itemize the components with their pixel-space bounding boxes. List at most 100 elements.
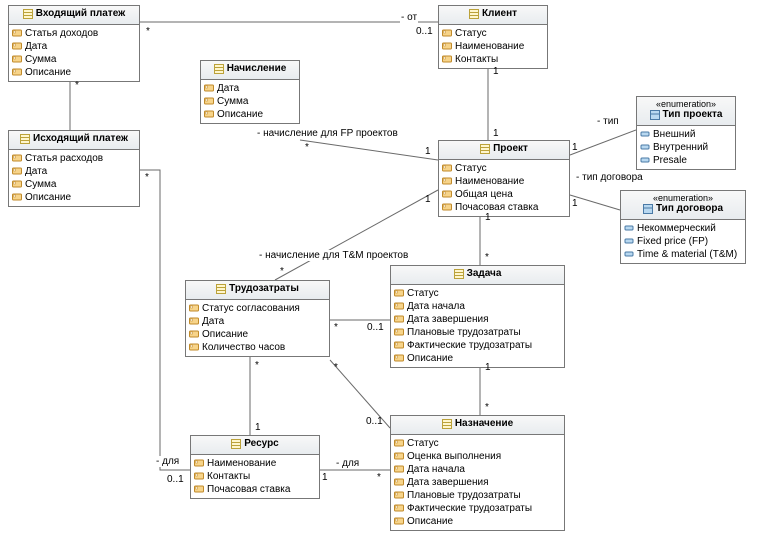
class-body: Наименование Контакты Почасовая ставка <box>191 455 319 498</box>
attribute-label: Фактические трудозатраты <box>407 340 532 351</box>
class-body: НекоммерческийFixed price (FP) Time & mat… <box>621 220 745 263</box>
attribute-label: Внутренний <box>653 142 708 153</box>
attribute: Наименование <box>442 175 566 188</box>
class-title-text: Ресурс <box>244 438 279 449</box>
edge-label: - начисление для T&M проектов <box>258 250 409 261</box>
stereotype-label: «enumeration» <box>625 193 741 203</box>
edge-label: - для <box>155 456 180 467</box>
attribute-label: Контакты <box>207 471 250 482</box>
multiplicity: 1 <box>485 362 491 373</box>
attribute: Описание <box>204 108 296 121</box>
attribute-label: Дата завершения <box>407 477 489 488</box>
attribute: Фактические трудозатраты <box>394 502 561 515</box>
enum-literal: Fixed price (FP) <box>624 235 742 248</box>
attribute-label: Статья доходов <box>25 28 98 39</box>
attribute: Дата <box>12 40 136 53</box>
class-title: Исходящий платеж <box>9 131 139 150</box>
attribute-label: Дата <box>217 83 239 94</box>
multiplicity: 1 <box>493 128 499 139</box>
attribute-label: Статус <box>455 28 487 39</box>
multiplicity: 0..1 <box>366 416 383 427</box>
attribute-label: Описание <box>202 329 248 340</box>
class-body: СтатусНаименованиеКонтакты <box>439 25 547 68</box>
attribute-label: Time & material (T&M) <box>637 249 737 260</box>
multiplicity: 1 <box>493 66 499 77</box>
attribute-label: Почасовая ставка <box>207 484 290 495</box>
attribute-label: Статус <box>455 163 487 174</box>
class-title: Начисление <box>201 61 299 80</box>
attribute-label: Сумма <box>217 96 248 107</box>
association-edge <box>570 130 636 155</box>
class-outgoing: Исходящий платежСтатья расходовДатаСумма… <box>8 130 140 207</box>
attribute: Почасовая ставка <box>442 201 566 214</box>
multiplicity: * <box>255 360 259 371</box>
attribute-label: Дата <box>202 316 224 327</box>
multiplicity: * <box>334 362 338 373</box>
class-title-text: Тип проекта <box>663 109 723 120</box>
class-title: Клиент <box>439 6 547 25</box>
class-body: Статья доходов ДатаСуммаОписание <box>9 25 139 81</box>
class-title: Задача <box>391 266 564 285</box>
attribute-label: Сумма <box>25 179 56 190</box>
attribute-label: Внешний <box>653 129 695 140</box>
class-accrual: Начисление Дата СуммаОписание <box>200 60 300 124</box>
attribute: Описание <box>394 352 561 365</box>
stereotype-label: «enumeration» <box>641 99 731 109</box>
attribute: Статус <box>442 27 544 40</box>
enum-literal: Некоммерческий <box>624 222 742 235</box>
class-body: Статус согласованияДата ОписаниеКоличеств… <box>186 300 329 356</box>
class-body: Дата СуммаОписание <box>201 80 299 123</box>
attribute-label: Описание <box>25 192 71 203</box>
attribute-label: Дата <box>25 166 47 177</box>
edge-label: - от <box>400 12 418 23</box>
class-body: Внешний ВнутреннийPresale <box>637 126 735 169</box>
edge-label: - начисление для FP проектов <box>256 128 399 139</box>
attribute: Статус <box>442 162 566 175</box>
attribute-label: Описание <box>25 67 71 78</box>
class-project_type: «enumeration»Тип проекта Внешний Внутренни… <box>636 96 736 170</box>
attribute: Сумма <box>204 95 296 108</box>
attribute-label: Наименование <box>207 458 276 469</box>
multiplicity: 1 <box>425 194 431 205</box>
multiplicity: * <box>145 172 149 183</box>
class-incoming: Входящий платеж Статья доходов ДатаСуммаОп… <box>8 5 140 82</box>
class-title: «enumeration»Тип проекта <box>637 97 735 126</box>
multiplicity: * <box>305 142 309 153</box>
class-title: Ресурс <box>191 436 319 455</box>
class-title-text: Проект <box>493 143 528 154</box>
class-title-text: Исходящий платеж <box>33 133 128 144</box>
multiplicity: 0..1 <box>367 322 384 333</box>
class-project: ПроектСтатусНаименованиеОбщая ценаПочасо… <box>438 140 570 217</box>
attribute: Статья доходов <box>12 27 136 40</box>
multiplicity: 0..1 <box>167 474 184 485</box>
attribute: Плановые трудозатраты <box>394 326 561 339</box>
multiplicity: * <box>485 402 489 413</box>
attribute-label: Дата <box>25 41 47 52</box>
attribute-label: Дата завершения <box>407 314 489 325</box>
multiplicity: * <box>75 80 79 91</box>
class-title-text: Задача <box>467 268 502 279</box>
multiplicity: 0..1 <box>416 26 433 37</box>
attribute: Контакты <box>442 53 544 66</box>
attribute: Почасовая ставка <box>194 483 316 496</box>
attribute-label: Fixed price (FP) <box>637 236 708 247</box>
attribute: Количество часов <box>189 341 326 354</box>
multiplicity: * <box>146 26 150 37</box>
class-title-text: Назначение <box>455 418 513 429</box>
multiplicity: * <box>280 266 284 277</box>
class-title-text: Начисление <box>227 63 287 74</box>
attribute-label: Оценка выполнения <box>407 451 501 462</box>
class-title: Входящий платеж <box>9 6 139 25</box>
attribute: Описание <box>189 328 326 341</box>
attribute: Статус согласования <box>189 302 326 315</box>
class-resource: Ресурс Наименование Контакты Почасовая став… <box>190 435 320 499</box>
enum-literal: Presale <box>640 154 732 167</box>
multiplicity: * <box>377 472 381 483</box>
class-title-text: Тип договора <box>656 203 723 214</box>
attribute: Сумма <box>12 53 136 66</box>
attribute-label: Наименование <box>455 176 524 187</box>
class-body: СтатусДата началаДата завершенияПлановые… <box>391 285 564 367</box>
enum-literal: Time & material (T&M) <box>624 248 742 261</box>
multiplicity: 1 <box>572 142 578 153</box>
attribute: Дата <box>189 315 326 328</box>
